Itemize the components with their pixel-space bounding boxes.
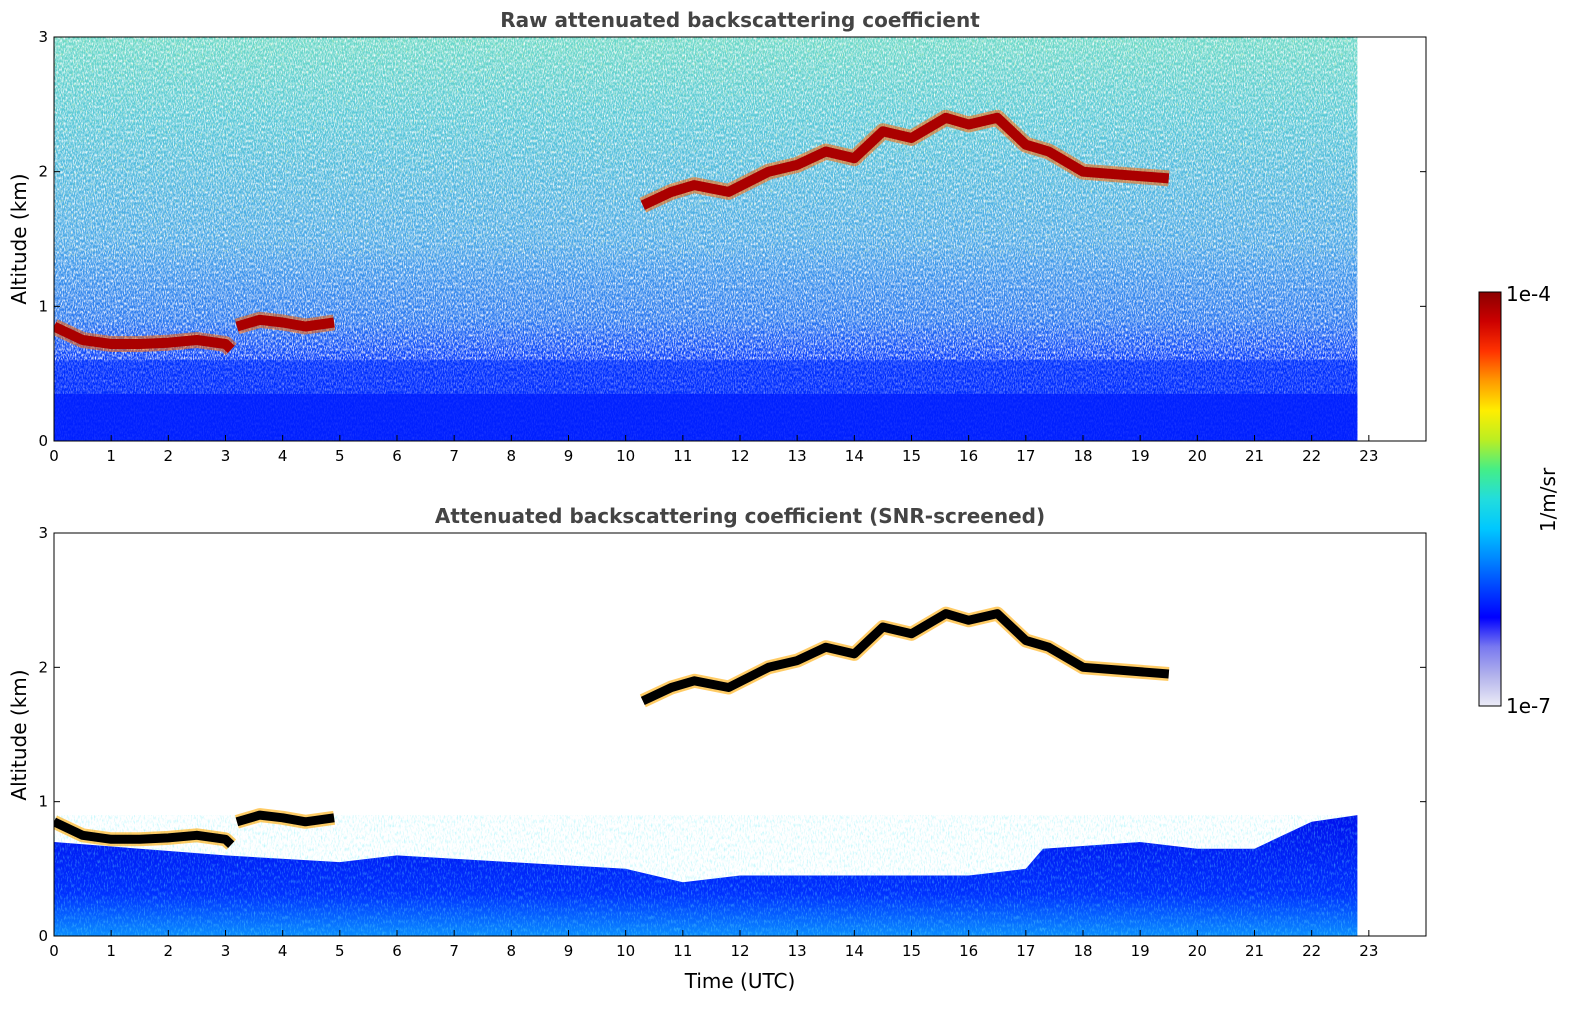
x-tick-label: 5 [335, 447, 345, 465]
y-tick-label: 3 [38, 28, 48, 46]
y-tick-label: 3 [38, 524, 48, 542]
raw-boundary-layer-signal [54, 360, 1358, 394]
x-tick-label: 10 [616, 447, 635, 465]
x-tick-label: 12 [730, 942, 749, 960]
x-tick-label: 13 [788, 942, 807, 960]
x-tick-label: 8 [507, 942, 517, 960]
x-tick-label: 13 [788, 447, 807, 465]
y-tick-label: 0 [38, 432, 48, 450]
x-tick-label: 4 [278, 447, 288, 465]
ticks-raw: 0 1 2 3 4 5 6 7 8 9 10 11 12 13 14 15 16 17 18 19 20 21 22 2301… [38, 28, 1426, 465]
x-tick-label: 8 [507, 447, 517, 465]
x-tick-label: 9 [564, 942, 574, 960]
cloud-layer-core [54, 321, 235, 354]
x-tick-label: 21 [1245, 447, 1264, 465]
ylabel-screened: Altitude (km) [7, 669, 31, 800]
heatmap-screened [54, 606, 1358, 936]
x-tick-label: 14 [845, 942, 864, 960]
raw-near-surface-signal [54, 393, 1358, 441]
x-tick-label: 2 [164, 942, 174, 960]
cloud-layer-core [235, 314, 335, 332]
panel-title-screened: Attenuated backscattering coefficient (S… [435, 504, 1045, 528]
x-tick-label: 12 [730, 447, 749, 465]
panel-raw: Raw attenuated backscattering coefficien… [7, 8, 1427, 465]
x-tick-label: 19 [1131, 942, 1150, 960]
x-tick-label: 18 [1073, 942, 1092, 960]
cloud-layer-core [640, 112, 1170, 210]
y-tick-label: 2 [38, 163, 48, 181]
raw-noise-upper [54, 37, 1358, 260]
colorbar-bar [1478, 291, 1502, 707]
panel-title-raw: Raw attenuated backscattering coefficien… [500, 8, 980, 32]
screened-boundary-layer-texture [54, 815, 1358, 936]
x-tick-label: 21 [1245, 942, 1264, 960]
x-tick-label: 20 [1188, 447, 1207, 465]
x-tick-label: 9 [564, 447, 574, 465]
y-tick-label: 1 [38, 297, 48, 315]
screened-cloud-core [54, 817, 235, 848]
x-tick-label: 17 [1016, 942, 1035, 960]
x-tick-label: 19 [1131, 447, 1150, 465]
x-tick-label: 17 [1016, 447, 1035, 465]
colorbar-min-label: 1e-7 [1506, 694, 1551, 718]
x-tick-label: 11 [673, 447, 692, 465]
screened-cloud-core [235, 810, 335, 827]
y-tick-label: 0 [38, 927, 48, 945]
x-tick-label: 1 [106, 447, 116, 465]
x-tick-label: 15 [902, 942, 921, 960]
colorbar-unit-label: 1/m/sr [1536, 467, 1560, 532]
x-tick-label: 6 [392, 942, 402, 960]
y-tick-label: 1 [38, 793, 48, 811]
x-tick-label: 4 [278, 942, 288, 960]
x-tick-label: 16 [959, 942, 978, 960]
x-tick-label: 0 [49, 942, 59, 960]
heatmap-raw [54, 37, 1358, 441]
ylabel-raw: Altitude (km) [7, 173, 31, 304]
x-tick-label: 0 [49, 447, 59, 465]
x-tick-label: 20 [1188, 942, 1207, 960]
y-tick-label: 2 [38, 658, 48, 676]
colorbar: 1e-4 1e-7 1/m/sr [1478, 282, 1560, 718]
ticks-screened: 0 1 2 3 4 5 6 7 8 9 10 11 12 13 14 15 16 17 18 19 20 21 22 2301… [38, 524, 1426, 960]
x-tick-label: 3 [221, 447, 231, 465]
x-tick-label: 11 [673, 942, 692, 960]
x-tick-label: 10 [616, 942, 635, 960]
x-tick-label: 7 [449, 447, 459, 465]
x-tick-label: 23 [1359, 447, 1378, 465]
panel-screened: Attenuated backscattering coefficient (S… [7, 504, 1427, 993]
x-tick-label: 2 [164, 447, 174, 465]
xlabel-time: Time (UTC) [684, 969, 796, 993]
x-tick-label: 23 [1359, 942, 1378, 960]
x-tick-label: 18 [1073, 447, 1092, 465]
x-tick-label: 14 [845, 447, 864, 465]
x-tick-label: 7 [449, 942, 459, 960]
x-tick-label: 22 [1302, 942, 1321, 960]
x-tick-label: 15 [902, 447, 921, 465]
colorbar-max-label: 1e-4 [1506, 282, 1551, 306]
x-tick-label: 3 [221, 942, 231, 960]
x-tick-label: 22 [1302, 447, 1321, 465]
screened-cloud-core [640, 609, 1170, 705]
x-tick-label: 6 [392, 447, 402, 465]
x-tick-label: 5 [335, 942, 345, 960]
x-tick-label: 16 [959, 447, 978, 465]
x-tick-label: 1 [106, 942, 116, 960]
